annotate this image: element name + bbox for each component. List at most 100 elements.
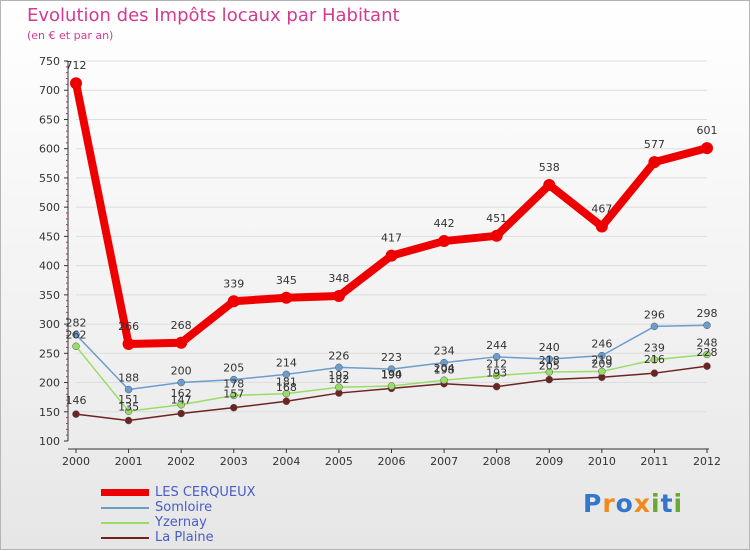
logo-letter: t: [660, 489, 674, 518]
data-point-yzernay: [492, 371, 501, 380]
data-label-la-plaine: 205: [539, 360, 560, 373]
data-label-somloire: 200: [171, 365, 192, 378]
data-point-la-plaine: [72, 410, 80, 418]
data-label-les-cerqueux: 601: [697, 124, 718, 137]
data-point-yzernay: [335, 383, 343, 391]
data-point-yzernay: [124, 407, 133, 415]
data-point-yzernay: [650, 355, 659, 364]
legend-item-la-plaine: La Plaine: [101, 530, 361, 545]
legend-label-la-plaine: La Plaine: [155, 530, 214, 545]
legend-swatch-somloire: [101, 507, 149, 509]
data-point-yzernay: [72, 342, 80, 351]
data-point-les-cerqueux: [227, 295, 240, 308]
data-label-la-plaine: 157: [223, 388, 244, 401]
data-label-somloire: 214: [276, 356, 297, 369]
data-label-somloire: 234: [434, 345, 455, 358]
y-tick-label: 600: [39, 143, 60, 156]
x-tick-label: 2011: [640, 455, 668, 468]
data-point-somloire: [282, 370, 291, 379]
data-label-la-plaine: 193: [486, 367, 507, 380]
data-label-la-plaine: 182: [328, 373, 349, 386]
data-point-somloire: [335, 363, 343, 372]
data-point-somloire: [650, 322, 659, 331]
data-label-les-cerqueux: 712: [66, 59, 87, 72]
data-point-les-cerqueux: [543, 178, 556, 191]
data-point-la-plaine: [703, 362, 711, 370]
data-point-les-cerqueux: [385, 249, 398, 262]
data-label-les-cerqueux: 442: [434, 217, 455, 230]
data-point-yzernay: [177, 401, 185, 409]
x-tick-label: 2010: [588, 455, 616, 468]
data-label-yzernay: 248: [697, 336, 718, 349]
data-label-yzernay: 218: [539, 354, 560, 367]
data-label-la-plaine: 190: [381, 368, 402, 381]
data-label-somloire: 205: [223, 362, 244, 375]
data-label-yzernay: 212: [486, 358, 507, 371]
data-point-la-plaine: [650, 369, 659, 377]
logo-letter: o: [615, 489, 634, 518]
data-point-yzernay: [545, 368, 553, 376]
data-point-les-cerqueux: [490, 229, 503, 242]
x-tick-label: 2012: [693, 455, 721, 468]
x-tick-label: 2007: [430, 455, 458, 468]
legend-label-somloire: Somloire: [155, 500, 213, 515]
data-point-somloire: [230, 375, 238, 384]
x-tick-label: 2009: [535, 455, 563, 468]
logo-letter: i: [673, 489, 684, 518]
y-tick-label: 700: [39, 84, 60, 97]
data-label-yzernay: 192: [328, 369, 349, 382]
data-point-somloire: [387, 365, 396, 373]
logo-letter: i: [651, 489, 661, 518]
data-point-les-cerqueux: [175, 336, 188, 349]
data-label-somloire: 244: [486, 339, 507, 352]
y-tick-label: 500: [39, 201, 60, 214]
data-point-la-plaine: [492, 382, 501, 391]
data-label-somloire: 296: [644, 308, 665, 321]
data-point-la-plaine: [230, 403, 238, 412]
data-point-somloire: [703, 321, 711, 329]
legend-label-les-cerqueux: LES CERQUEUX: [155, 485, 256, 500]
y-tick-label: 350: [39, 289, 60, 302]
data-point-la-plaine: [545, 375, 553, 384]
data-point-la-plaine: [124, 416, 133, 425]
data-point-les-cerqueux: [280, 291, 293, 304]
data-label-yzernay: 178: [223, 377, 244, 390]
data-label-somloire: 188: [118, 372, 139, 385]
data-label-somloire: 246: [591, 338, 612, 351]
legend-label-yzernay: Yzernay: [155, 515, 207, 530]
y-tick-label: 650: [39, 113, 60, 126]
data-point-les-cerqueux: [332, 290, 345, 303]
data-point-somloire: [72, 330, 80, 339]
data-label-la-plaine: 216: [644, 353, 665, 366]
data-point-somloire: [545, 355, 553, 363]
series-line-les-cerqueux: [72, 79, 711, 348]
chart-title: Evolution des Impôts locaux par Habitant: [27, 5, 400, 26]
data-label-la-plaine: 228: [697, 346, 718, 359]
data-point-somloire: [124, 385, 133, 394]
chart-subtitle: (en € et par an): [27, 29, 114, 42]
legend-item-les-cerqueux: LES CERQUEUX: [101, 485, 361, 500]
x-tick-label: 2005: [325, 455, 353, 468]
logo-letter: r: [602, 489, 616, 518]
data-label-somloire: 226: [328, 349, 349, 362]
y-tick-label: 400: [39, 260, 60, 273]
x-tick-label: 2001: [115, 455, 143, 468]
x-tick-label: 2008: [483, 455, 511, 468]
data-point-yzernay: [703, 350, 711, 359]
data-point-yzernay: [387, 382, 396, 390]
data-point-la-plaine: [282, 397, 291, 405]
data-label-somloire: 282: [66, 317, 87, 330]
data-label-les-cerqueux: 577: [644, 138, 665, 151]
data-label-les-cerqueux: 417: [381, 232, 402, 245]
data-point-les-cerqueux: [438, 235, 451, 248]
data-label-yzernay: 239: [644, 342, 665, 355]
legend-swatch-yzernay: [101, 522, 149, 524]
legend: LES CERQUEUX Somloire Yzernay La Plaine: [101, 485, 361, 545]
legend-swatch-les-cerqueux: [101, 489, 149, 496]
data-label-les-cerqueux: 538: [539, 161, 560, 174]
legend-item-somloire: Somloire: [101, 500, 361, 515]
data-point-yzernay: [230, 391, 238, 400]
data-point-les-cerqueux: [595, 220, 608, 233]
